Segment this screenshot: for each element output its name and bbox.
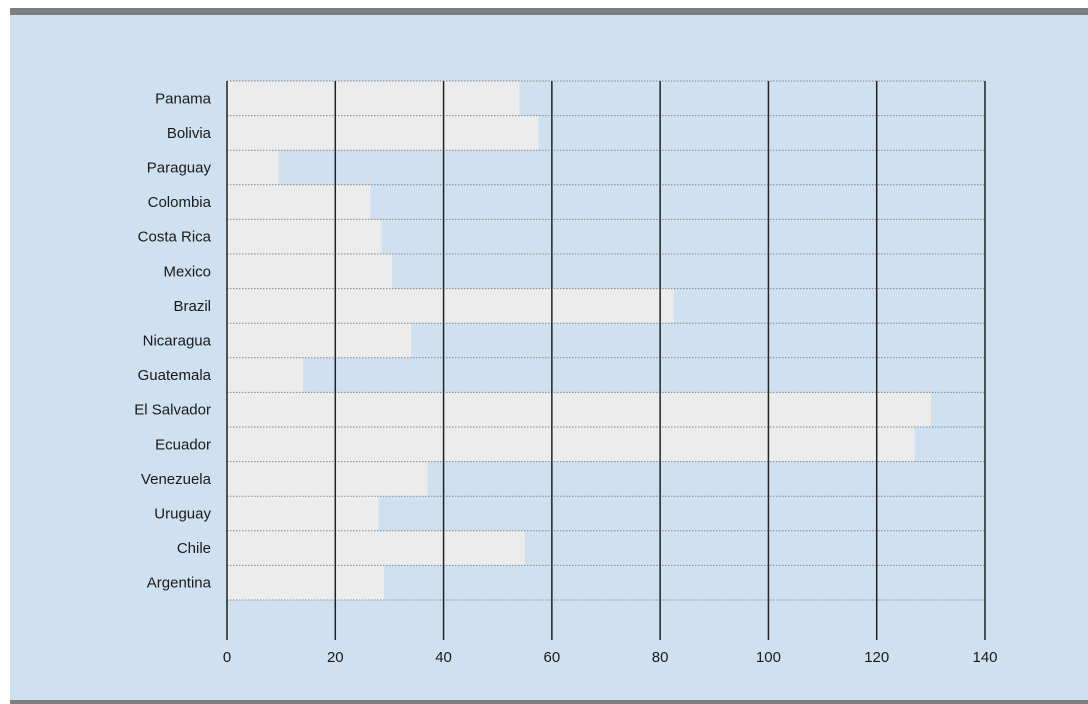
bar-nicaragua xyxy=(227,323,412,358)
x-tick-label-0: 0 xyxy=(223,649,231,666)
bar-brazil xyxy=(227,288,674,324)
category-label-uruguay: Uruguay xyxy=(154,506,211,523)
category-label-bolivia: Bolivia xyxy=(167,125,212,142)
bar-guatemala xyxy=(227,357,303,393)
x-tick-label-40: 40 xyxy=(435,649,452,666)
bar-panama xyxy=(227,81,520,116)
bar-colombia xyxy=(227,184,371,220)
bar-el-salvador xyxy=(227,392,931,427)
x-tick-label-60: 60 xyxy=(544,649,561,666)
bar-argentina xyxy=(227,565,385,600)
category-label-costa-rica: Costa Rica xyxy=(138,229,212,246)
x-tick-label-80: 80 xyxy=(652,649,669,666)
bar-bolivia xyxy=(227,115,539,151)
row-separators xyxy=(227,80,985,601)
bar-mexico xyxy=(227,254,393,289)
category-label-paraguay: Paraguay xyxy=(147,160,212,177)
x-tick-label-100: 100 xyxy=(756,649,781,666)
bars-layer xyxy=(227,81,931,600)
bar-ecuador xyxy=(227,427,915,462)
x-tick-labels: 0 20 40 60 80 100 120 140 xyxy=(223,649,998,666)
category-label-brazil: Brazil xyxy=(173,298,211,315)
plot-panel xyxy=(10,14,1088,700)
bar-paraguay xyxy=(227,150,279,185)
category-label-chile: Chile xyxy=(177,540,211,557)
category-labels: Panama Bolivia Paraguay Colombia Costa Rica M… xyxy=(134,90,211,591)
x-tick-label-140: 140 xyxy=(972,649,997,666)
bar-uruguay xyxy=(227,496,379,531)
category-label-ecuador: Ecuador xyxy=(155,436,211,453)
chart-frame: Panama Bolivia Paraguay Colombia Costa Rica M… xyxy=(10,0,1088,704)
x-tick-label-120: 120 xyxy=(864,649,889,666)
bar-costa-rica xyxy=(227,219,382,254)
x-tick-label-20: 20 xyxy=(327,649,344,666)
gridlines xyxy=(226,81,986,640)
category-label-panama: Panama xyxy=(155,90,212,107)
category-label-el-salvador: El Salvador xyxy=(134,402,211,419)
category-label-guatemala: Guatemala xyxy=(138,367,212,384)
category-label-argentina: Argentina xyxy=(147,575,212,592)
category-label-mexico: Mexico xyxy=(163,263,211,280)
bottom-border-bar xyxy=(10,700,1088,704)
top-border-bar xyxy=(10,8,1088,15)
category-label-colombia: Colombia xyxy=(148,194,212,211)
bar-chart: Panama Bolivia Paraguay Colombia Costa Rica M… xyxy=(10,0,1088,704)
bar-chile xyxy=(227,530,525,566)
bar-venezuela xyxy=(227,461,428,497)
category-label-nicaragua: Nicaragua xyxy=(143,333,212,350)
category-label-venezuela: Venezuela xyxy=(141,471,212,488)
